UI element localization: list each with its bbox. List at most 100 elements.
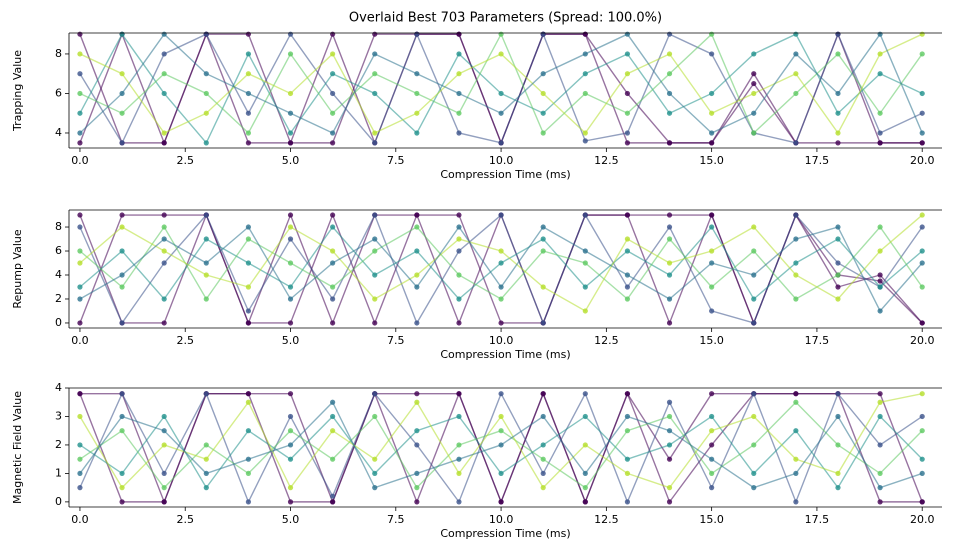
- series-point: [835, 236, 841, 242]
- series-point: [119, 428, 125, 434]
- series-point: [77, 110, 83, 116]
- series-point: [877, 278, 883, 284]
- series-point: [245, 71, 252, 77]
- series-point: [287, 284, 294, 290]
- series-point: [330, 284, 336, 290]
- series-point: [751, 71, 757, 77]
- series-point: [540, 224, 546, 230]
- y-tick-label: 6: [55, 244, 62, 257]
- series-point: [330, 428, 336, 434]
- series-point: [372, 485, 378, 491]
- series-point: [540, 485, 546, 491]
- series-point: [624, 140, 631, 146]
- series-point: [709, 391, 715, 397]
- series-point: [540, 320, 546, 326]
- series-point: [919, 284, 925, 290]
- series-point: [203, 485, 209, 491]
- series-point: [919, 110, 925, 116]
- series-point: [624, 236, 631, 242]
- series-point: [666, 71, 673, 77]
- series-point: [245, 110, 252, 116]
- series-point: [372, 31, 378, 37]
- series-point: [919, 499, 925, 505]
- series-point: [751, 470, 757, 477]
- series-point: [287, 110, 294, 116]
- series-point: [372, 296, 378, 302]
- series-point: [877, 470, 883, 477]
- x-tick-label: 5.0: [282, 154, 300, 167]
- series-point: [877, 71, 883, 77]
- series-point: [582, 260, 588, 266]
- series-point: [751, 296, 757, 302]
- series-point: [624, 456, 631, 462]
- series-point: [919, 140, 925, 146]
- y-tick-label: 4: [55, 268, 62, 281]
- series-point: [77, 224, 83, 230]
- series-point: [414, 90, 420, 97]
- series-point: [498, 413, 504, 420]
- series-point: [119, 499, 125, 505]
- series-point: [793, 140, 799, 146]
- series-point: [287, 485, 294, 491]
- y-tick-label: 4: [55, 126, 62, 139]
- series-point: [582, 391, 588, 397]
- series-point: [709, 110, 715, 116]
- series-point: [330, 320, 336, 326]
- panel: 0.0 2.5 5.0 7.5 10.0 12.5 15.0 17.5 20.0 0 1 2 3 4 Com…: [11, 381, 942, 540]
- x-tick-label: 15.0: [699, 334, 724, 347]
- series-point: [456, 499, 462, 505]
- series-point: [287, 140, 294, 146]
- series-point: [330, 71, 336, 77]
- series-point: [161, 485, 167, 491]
- series-point: [582, 470, 588, 477]
- series-point: [582, 442, 588, 448]
- series-point: [498, 428, 504, 434]
- series-point: [414, 130, 420, 136]
- series-point: [330, 212, 336, 218]
- series-point: [877, 399, 883, 405]
- y-tick-label: 6: [55, 86, 62, 99]
- series-line: [79, 32, 923, 134]
- series-point: [919, 248, 925, 254]
- series-point: [793, 272, 799, 278]
- series-point: [751, 272, 757, 278]
- series-point: [245, 470, 252, 477]
- series-point: [751, 320, 757, 326]
- y-axis-label: Trapping Value: [11, 50, 24, 132]
- series-point: [203, 31, 209, 37]
- series-point: [203, 296, 209, 302]
- series-point: [793, 71, 799, 77]
- series-point: [498, 90, 504, 97]
- series-point: [751, 248, 757, 254]
- series-point: [330, 399, 336, 405]
- series-point: [498, 499, 504, 505]
- series-point: [372, 272, 378, 278]
- series-point: [751, 413, 757, 420]
- series-point: [77, 485, 83, 491]
- series-point: [582, 138, 588, 144]
- series-point: [919, 90, 925, 97]
- series-point: [709, 442, 715, 448]
- series-point: [582, 413, 588, 420]
- series-point: [119, 470, 125, 477]
- series-point: [793, 499, 799, 505]
- series-line: [79, 32, 923, 145]
- series-point: [161, 320, 167, 326]
- series-point: [709, 224, 715, 230]
- series-point: [624, 71, 631, 77]
- series-point: [161, 140, 167, 146]
- series-point: [582, 485, 588, 491]
- series-line: [79, 32, 923, 145]
- series-point: [414, 399, 420, 405]
- series-point: [161, 130, 167, 136]
- series-point: [161, 413, 167, 420]
- series-point: [414, 499, 420, 505]
- series-point: [877, 110, 883, 116]
- x-tick-label: 2.5: [176, 513, 194, 526]
- y-tick-label: 8: [55, 47, 62, 60]
- series-point: [119, 320, 125, 326]
- series-point: [245, 51, 252, 57]
- series-point: [498, 140, 504, 146]
- panel: 0.0 2.5 5.0 7.5 10.0 12.5 15.0 17.5 20.0 4 6 8 Overl…: [11, 11, 942, 181]
- series-point: [624, 31, 631, 37]
